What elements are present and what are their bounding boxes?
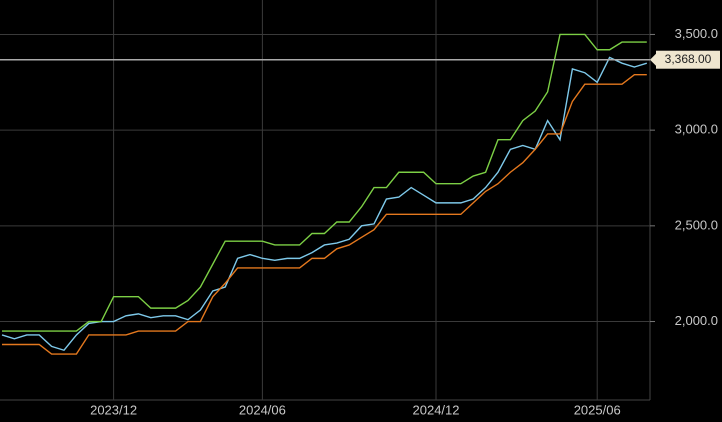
- y-tick-label: 3,000.0: [675, 122, 718, 137]
- last-price-label: 3,368.00: [665, 52, 712, 66]
- y-tick-label: 2,000.0: [675, 313, 718, 328]
- series-line: [2, 33, 647, 332]
- x-tick-label: 2025/06: [574, 402, 621, 417]
- series-line: [1, 56, 648, 352]
- last-price-box: [656, 50, 720, 69]
- last-price-pointer: [650, 53, 656, 66]
- y-tick-label: 3,500.0: [675, 26, 718, 41]
- x-tick-label: 2023/12: [90, 402, 137, 417]
- series-line: [2, 73, 647, 355]
- y-tick-label: 2,500.0: [675, 217, 718, 232]
- x-tick-label: 2024/12: [413, 402, 460, 417]
- x-tick-label: 2024/06: [239, 402, 286, 417]
